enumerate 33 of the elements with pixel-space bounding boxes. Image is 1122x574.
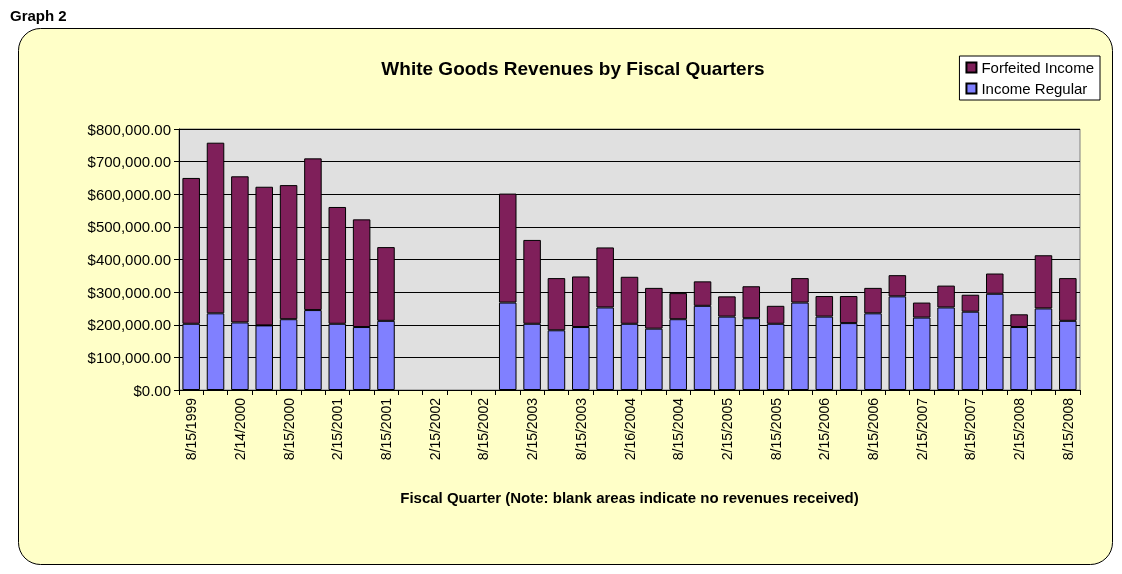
x-tick-label: 2/14/2000	[231, 397, 248, 461]
y-tick-label: $700,000.00	[87, 153, 171, 171]
x-tick-label: 2/15/2005	[718, 397, 735, 461]
x-tick-label: 2/15/2007	[913, 397, 930, 461]
legend-label: Income Regular	[981, 80, 1088, 97]
x-tick-label: 2/15/2001	[329, 397, 346, 461]
x-tick-label: 8/15/2003	[572, 397, 589, 461]
legend-label: Forfeited Income	[981, 59, 1095, 76]
x-tick-label: 2/16/2004	[621, 397, 638, 461]
y-tick-label: $0.00	[133, 381, 171, 399]
x-tick-label: 8/15/2001	[377, 397, 394, 461]
x-tick-label: 8/15/2006	[865, 397, 882, 461]
x-tick-label: 8/15/1999	[183, 397, 200, 461]
chart-title: White Goods Revenues by Fiscal Quarters	[381, 58, 765, 79]
x-tick-label: 2/15/2006	[816, 397, 833, 461]
x-tick-label: 8/15/2004	[670, 397, 687, 461]
y-tick-label: $200,000.00	[87, 316, 171, 334]
y-tick-label: $300,000.00	[87, 283, 171, 301]
y-tick-label: $100,000.00	[87, 348, 171, 366]
x-tick-label: 8/15/2007	[962, 397, 979, 461]
x-tick-label: 8/15/2000	[280, 397, 297, 461]
x-tick-label: 8/15/2005	[767, 397, 784, 461]
y-tick-label: $800,000.00	[87, 120, 171, 138]
x-tick-label: 8/15/2002	[475, 397, 492, 461]
y-tick-label: $600,000.00	[87, 185, 171, 203]
x-tick-label: 2/15/2003	[524, 397, 541, 461]
y-tick-label: $400,000.00	[87, 251, 171, 268]
x-axis-title: Fiscal Quarter (Note: blank areas indicate no revenues received)	[400, 489, 859, 506]
x-tick-label: 8/15/2008	[1059, 397, 1076, 461]
x-tick-label: 2/15/2002	[426, 397, 443, 461]
y-tick-label: $500,000.00	[87, 218, 171, 236]
x-tick-label: 2/15/2008	[1011, 397, 1028, 461]
caption: Graph 2	[10, 7, 67, 24]
